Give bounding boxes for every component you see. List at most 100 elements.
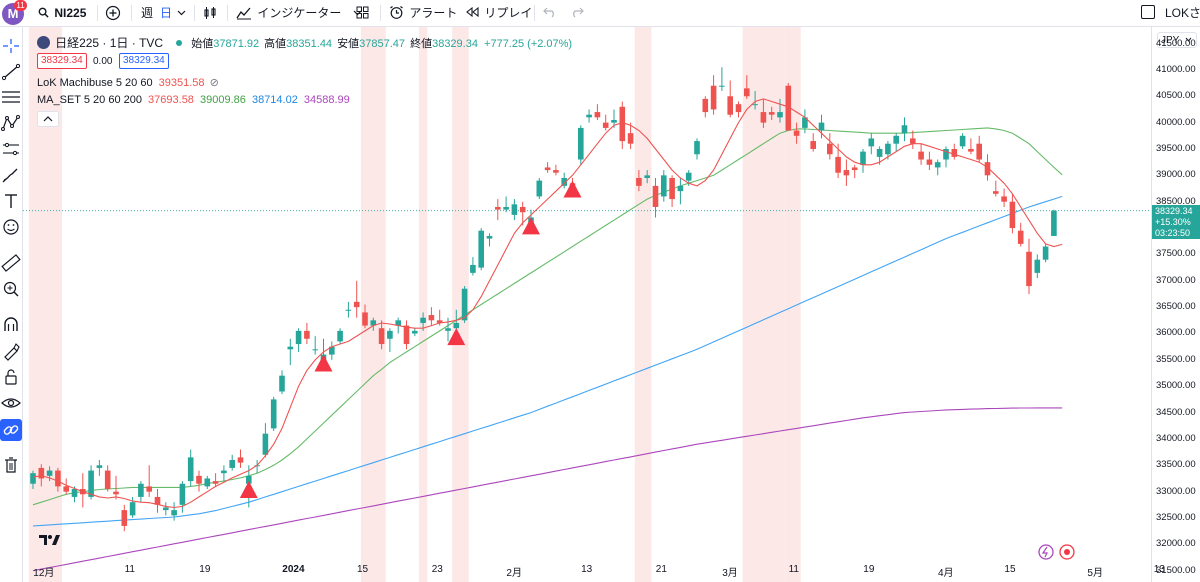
- candle-down: [926, 159, 933, 165]
- ruler-icon[interactable]: [0, 253, 22, 273]
- candle-up: [329, 346, 335, 355]
- interval-day-button[interactable]: 日: [160, 6, 173, 20]
- candle-down: [602, 122, 609, 128]
- replay-button[interactable]: リプレイ: [465, 0, 532, 26]
- trash-icon[interactable]: [0, 455, 22, 475]
- candle-up: [1034, 259, 1041, 273]
- interval-dropdown[interactable]: [177, 0, 186, 26]
- candle-up: [279, 375, 285, 392]
- candle-down: [544, 167, 551, 171]
- forecast-icon[interactable]: [0, 139, 22, 159]
- layouts-button[interactable]: [356, 0, 369, 26]
- tradingview-logo[interactable]: [39, 535, 60, 545]
- time-label: 21: [655, 564, 667, 575]
- record-icon[interactable]: [1059, 544, 1075, 560]
- candle-down: [1017, 230, 1024, 244]
- buy-signal-triangle: [239, 481, 258, 499]
- candle-up: [661, 175, 667, 197]
- layout-checkbox[interactable]: [1141, 0, 1155, 26]
- candle-down: [768, 112, 775, 115]
- emoji-icon[interactable]: [0, 217, 22, 237]
- indicators-button[interactable]: インジケーター: [236, 0, 362, 26]
- indicator-name: MA_SET 5 20 60 200: [37, 94, 142, 106]
- undo-icon: [543, 7, 554, 18]
- lightning-icon[interactable]: [1038, 544, 1054, 560]
- eye-icon[interactable]: [0, 393, 22, 413]
- buy-signal-triangle: [522, 217, 540, 235]
- trend-line-icon[interactable]: [0, 62, 22, 82]
- indicator-legend-ma-set[interactable]: MA_SET 5 20 60 200 37693.58 39009.86 387…: [37, 94, 350, 106]
- price-label: 37000.00: [1156, 274, 1196, 286]
- grid-icon: [356, 6, 369, 19]
- price-label: 41000.00: [1156, 63, 1196, 75]
- candle-up: [445, 328, 451, 331]
- price-label: 40500.00: [1156, 90, 1196, 102]
- compare-symbol-button[interactable]: [105, 0, 121, 26]
- brush-icon[interactable]: [0, 165, 22, 185]
- candle-down: [196, 475, 202, 484]
- price-axis[interactable]: JPY 41500.00 41000.00 40500.00 40000.00 3950…: [1151, 27, 1200, 582]
- candle-down: [553, 170, 559, 173]
- redo-icon: [573, 7, 584, 18]
- pattern-icon[interactable]: [0, 113, 22, 133]
- spread-value: 0.00: [93, 56, 113, 67]
- legend-collapse-button[interactable]: [37, 111, 59, 127]
- candle-up: [129, 502, 136, 516]
- link-icon: [3, 425, 19, 435]
- candle-up: [337, 330, 343, 342]
- current-price-tag: 38329.34 +15.30% 03:23:50: [1152, 204, 1200, 239]
- undo-button[interactable]: [543, 0, 557, 26]
- horizontal-lines-icon[interactable]: [0, 87, 22, 107]
- top-toolbar: M 11 NI225 週 日 インジケーター アラート リプレイ: [0, 0, 1200, 27]
- price-label: 36500.00: [1156, 301, 1196, 313]
- stay-in-drawing-icon[interactable]: [0, 341, 22, 361]
- sync-drawings-button[interactable]: [0, 419, 22, 441]
- magnet-icon[interactable]: [0, 315, 22, 335]
- zoom-in-icon[interactable]: [0, 279, 22, 299]
- interval-week-button[interactable]: 週: [141, 6, 154, 20]
- candle-down: [727, 96, 733, 115]
- sell-price-box[interactable]: 38329.34: [37, 53, 87, 69]
- chart-canvas[interactable]: [23, 27, 1151, 582]
- user-menu-button[interactable]: LOKさん: [1165, 6, 1200, 20]
- buy-price-box[interactable]: 38329.34: [119, 53, 169, 69]
- symbol-search[interactable]: NI225: [38, 0, 86, 26]
- change-value: +777.25 (+2.07%): [484, 38, 573, 50]
- candle-up: [470, 264, 476, 273]
- current-price-value: 38329.34: [1155, 205, 1193, 216]
- lock-icon[interactable]: [0, 367, 22, 387]
- alert-button[interactable]: アラート: [389, 0, 457, 26]
- candle-up: [586, 114, 592, 118]
- candle-up: [270, 399, 277, 429]
- price-label: 32500.00: [1156, 512, 1196, 523]
- currency-selector[interactable]: JPY: [1157, 32, 1197, 48]
- candle-up: [412, 330, 418, 334]
- symbol-legend-row[interactable]: 日経225 · 1日 · TVC 始値37871.92 高値38351.44 安…: [37, 34, 572, 51]
- currency-label: JPY: [1161, 35, 1180, 46]
- candle-down: [702, 98, 709, 113]
- indicator-legend-machibuse[interactable]: LoK Machibuse 5 20 60 39351.58 ⊘: [37, 76, 219, 89]
- crosshair-icon[interactable]: [0, 36, 22, 56]
- price-label: 39500.00: [1156, 142, 1196, 154]
- candle-down: [910, 138, 916, 144]
- redo-button[interactable]: [570, 0, 584, 26]
- ma60-line: [32, 195, 1063, 527]
- candle-down: [976, 143, 982, 160]
- candle-down: [378, 328, 385, 345]
- candle-up: [885, 143, 891, 155]
- candle-down: [146, 486, 152, 492]
- candle-down: [843, 170, 850, 176]
- candle-down: [403, 325, 410, 345]
- buy-signal-triangle: [563, 180, 582, 198]
- candle-up: [611, 119, 617, 123]
- price-label: 35500.00: [1156, 353, 1196, 365]
- chart-type-button[interactable]: [203, 0, 217, 26]
- candle-up: [453, 322, 460, 329]
- price-label: 33000.00: [1156, 485, 1196, 497]
- candle-down: [353, 301, 360, 308]
- text-tool-icon[interactable]: [0, 191, 22, 211]
- candle-up: [395, 320, 401, 326]
- ma20-value: 39009.86: [200, 94, 246, 106]
- candle-down: [744, 88, 750, 97]
- session-shade: [45, 27, 63, 582]
